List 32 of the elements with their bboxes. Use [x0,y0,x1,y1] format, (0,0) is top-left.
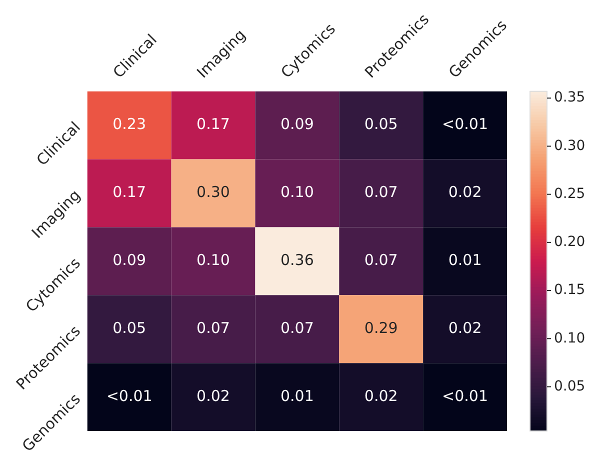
data-label: 0.17 [196,115,230,134]
data-label: 0.02 [364,386,398,405]
data-label: <0.01 [442,386,488,405]
data-label: 0.02 [196,386,230,405]
data-label: 0.05 [364,115,398,134]
data-label: 0.17 [112,183,146,202]
data-label: 0.01 [448,251,482,270]
data-label: 0.09 [280,115,314,134]
data-label: 0.23 [112,115,146,134]
color-bar-label: 0.35 [554,90,586,106]
color-bar-label: 0.15 [554,282,586,298]
data-label: 0.07 [364,183,398,202]
data-label: 0.10 [280,183,314,202]
data-label: 0.01 [280,386,314,405]
data-label: 0.05 [112,319,146,337]
data-label: 0.36 [280,251,314,270]
data-label: 0.29 [364,319,398,337]
data-label: <0.01 [106,386,152,405]
color-bar-label: 0.05 [554,378,586,394]
data-label: 0.07 [196,319,230,337]
data-label: 0.02 [448,319,482,337]
color-bar-label: 0.25 [554,186,586,202]
data-label: 0.10 [196,251,230,270]
color-bar-label: 0.30 [554,138,586,154]
color-bar-label: 0.10 [554,330,586,346]
data-label: <0.01 [442,115,488,134]
data-label: 0.07 [280,319,314,337]
color-bar-label: 0.20 [554,234,586,250]
data-label: 0.09 [112,251,146,270]
data-label: 0.07 [364,251,398,270]
data-label: 0.02 [448,183,482,202]
data-label: 0.30 [196,183,230,202]
